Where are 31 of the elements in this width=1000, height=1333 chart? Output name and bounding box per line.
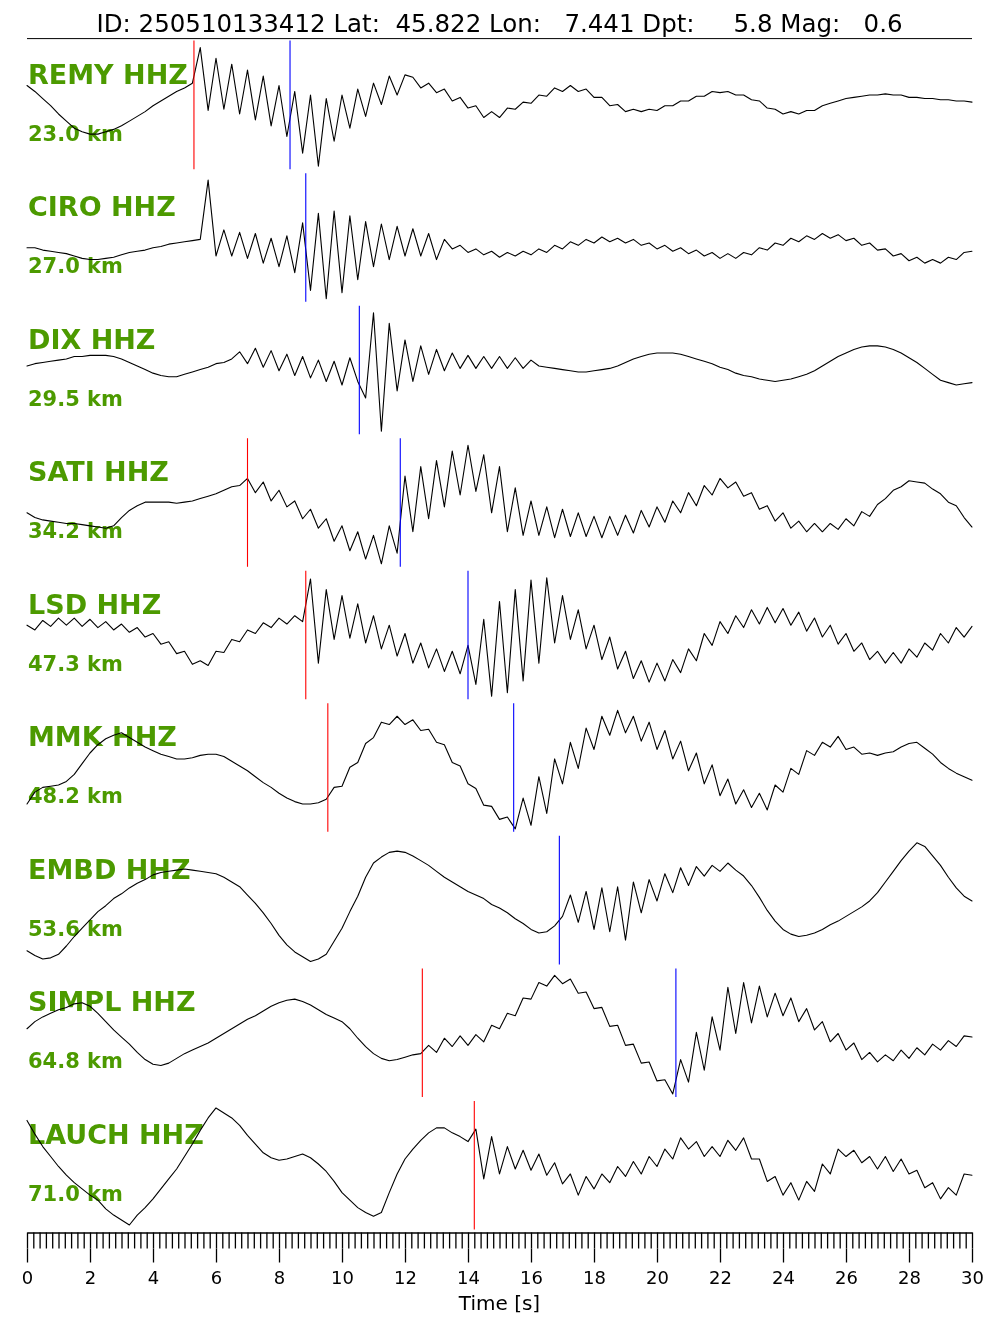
annotation: 27.0 km [28,254,123,279]
chart-title: ID: 250510133412 Lat: 45.822 Lon: 7.441 Dpt: 5.8 Mag: 0.6 [96,8,903,38]
x-tick-label: 6 [210,1267,223,1289]
x-tick-label: 18 [583,1267,606,1289]
x-tick-label: 12 [394,1267,417,1289]
annotation: LSD HHZ [28,588,162,620]
x-tick-label: 24 [772,1267,795,1289]
annotation: 29.5 km [28,386,123,411]
x-tick-label: 26 [835,1267,858,1289]
annotation: 71.0 km [28,1181,123,1206]
annotation: 47.3 km [28,651,123,676]
x-tick-label: 2 [84,1267,97,1289]
annotation: SATI HHZ [28,456,169,488]
x-tick-label: 16 [520,1267,543,1289]
annotation: 53.6 km [28,916,123,941]
x-tick-label: 0 [21,1267,34,1289]
annotation: 64.8 km [28,1049,123,1074]
annotation: REMY HHZ [28,58,188,90]
x-tick-label: 22 [709,1267,732,1289]
x-tick-label: 28 [898,1267,921,1289]
x-tick-label: 10 [331,1267,354,1289]
x-tick-label: 4 [147,1267,160,1289]
annotation: DIX HHZ [28,323,156,355]
x-tick-label: 20 [646,1267,669,1289]
annotation: CIRO HHZ [28,191,176,223]
x-tick-label: 8 [273,1267,286,1289]
x-tick-label: 14 [457,1267,480,1289]
annotation: 34.2 km [28,519,123,544]
x-axis-title: Time [s] [457,1290,541,1315]
annotation: SIMPL HHZ [28,986,196,1018]
x-tick-label: 30 [961,1267,984,1289]
